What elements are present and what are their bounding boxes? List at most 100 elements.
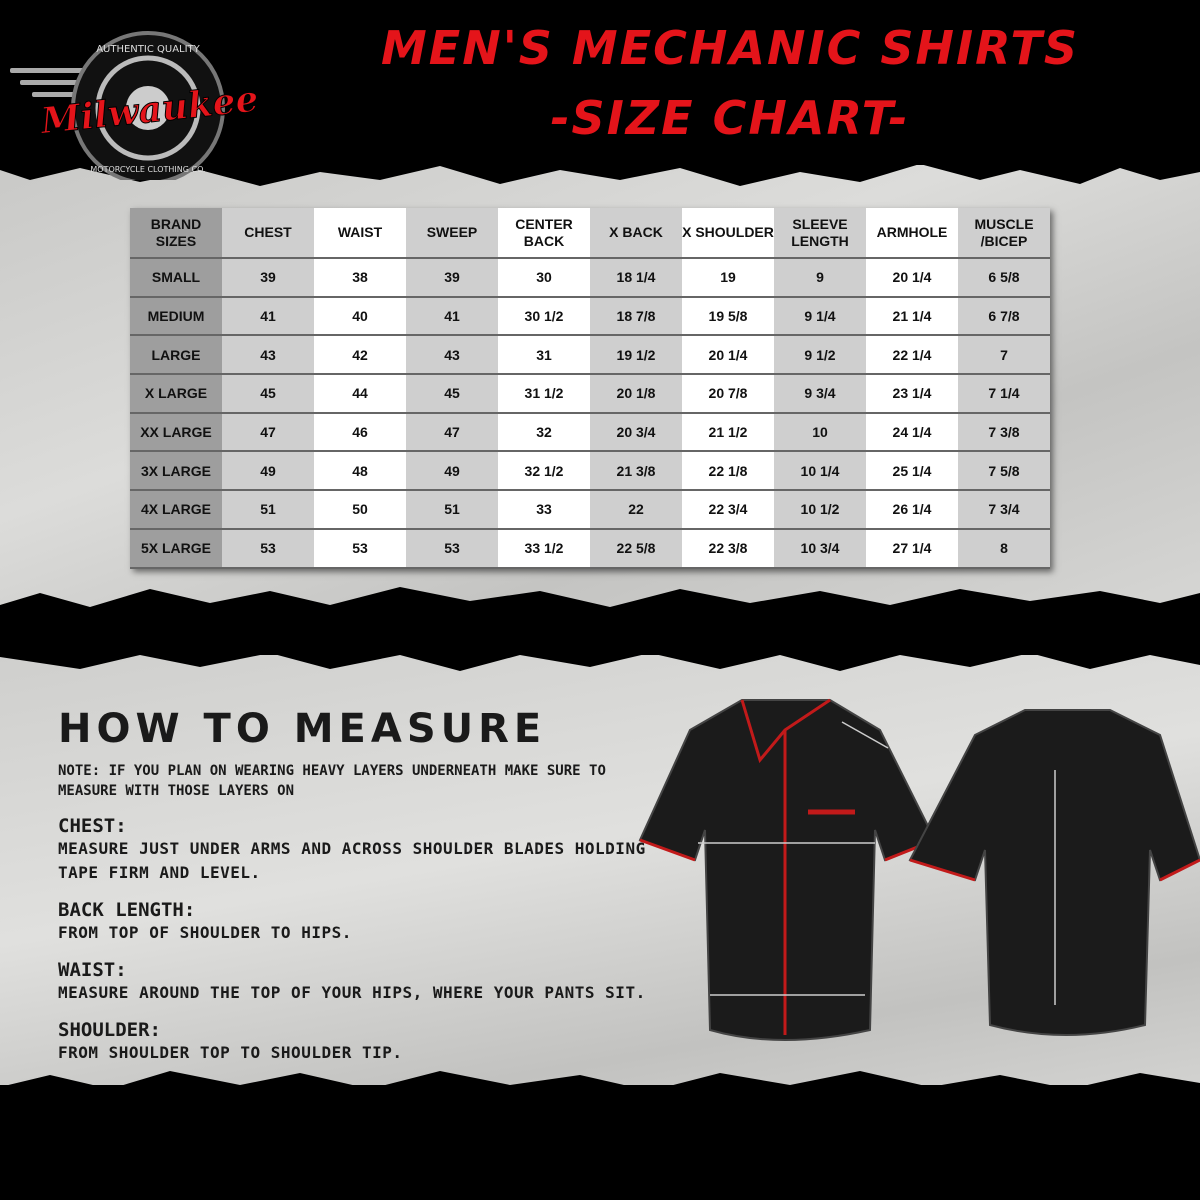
table-row: 4X LARGE 51 50 51 33 22 22 3/4 10 1/2 26 1/4 7 3/…: [130, 490, 1050, 530]
table-cell: 7 5/8: [958, 451, 1050, 492]
size-label: MEDIUM: [130, 296, 222, 337]
shirt-diagram: [638, 698, 1200, 1041]
table-cell: 33 1/2: [498, 528, 590, 569]
torn-edge: [0, 1071, 1200, 1105]
table-cell: 51: [406, 490, 498, 530]
column-header: BRAND SIZES: [130, 208, 222, 259]
table-cell: 53: [222, 528, 314, 569]
size-chart-table: BRAND SIZES CHEST WAIST SWEEP CENTER BAC…: [130, 208, 1050, 569]
table-row: XX LARGE 47 46 47 32 20 3/4 21 1/2 10 24 1/4 7 3/…: [130, 412, 1050, 453]
table-cell: 45: [406, 374, 498, 414]
table-header-row: BRAND SIZES CHEST WAIST SWEEP CENTER BAC…: [130, 208, 1050, 259]
table-cell: 6 5/8: [958, 258, 1050, 298]
table-cell: 9 3/4: [774, 374, 866, 414]
table-cell: 21 3/8: [590, 451, 682, 492]
section-text: FROM TOP OF SHOULDER TO HIPS.: [58, 923, 352, 942]
table-cell: 41: [222, 296, 314, 337]
table-cell: 22 3/8: [682, 528, 774, 569]
section-label: WAIST:: [58, 959, 127, 981]
table-cell: 9 1/4: [774, 296, 866, 337]
column-header: X SHOULDER: [682, 208, 774, 259]
table-cell: 20 1/8: [590, 374, 682, 414]
table-cell: 40: [314, 296, 406, 337]
size-label: 5X LARGE: [130, 528, 222, 569]
table-cell: 49: [222, 451, 314, 492]
table-row: 3X LARGE 49 48 49 32 1/2 21 3/8 22 1/8 10 1/4 25…: [130, 451, 1050, 492]
table-cell: 6 7/8: [958, 296, 1050, 337]
column-header: SLEEVE LENGTH: [774, 208, 866, 259]
table-cell: 19 5/8: [682, 296, 774, 337]
table-cell: 50: [314, 490, 406, 530]
section-shoulder: SHOULDER: FROM SHOULDER TOP TO SHOULDER T…: [58, 1019, 658, 1065]
table-cell: 53: [406, 528, 498, 569]
section-waist: WAIST: MEASURE AROUND THE TOP OF YOUR HIP…: [58, 959, 658, 1005]
table-cell: 20 1/4: [866, 258, 958, 298]
size-label: XX LARGE: [130, 412, 222, 453]
size-label: X LARGE: [130, 374, 222, 414]
table-cell: 33: [498, 490, 590, 530]
table-cell: 24 1/4: [866, 412, 958, 453]
table-cell: 23 1/4: [866, 374, 958, 414]
table-cell: 22 1/4: [866, 335, 958, 376]
shirt-back-icon: [908, 709, 1200, 1036]
table-cell: 10 3/4: [774, 528, 866, 569]
table-cell: 51: [222, 490, 314, 530]
table-cell: 8: [958, 528, 1050, 569]
column-header: WAIST: [314, 208, 406, 259]
table-cell: 47: [222, 412, 314, 453]
table-cell: 10 1/2: [774, 490, 866, 530]
size-label: 4X LARGE: [130, 490, 222, 530]
how-to-measure-title: HOW TO MEASURE: [58, 706, 547, 752]
table-cell: 20 7/8: [682, 374, 774, 414]
column-header: MUSCLE /BICEP: [958, 208, 1050, 259]
how-to-measure: HOW TO MEASURE NOTE: IF YOU PLAN ON WEAR…: [58, 705, 658, 1079]
column-header: ARMHOLE: [866, 208, 958, 259]
table-cell: 9: [774, 258, 866, 298]
table-cell: 43: [406, 335, 498, 376]
milwaukee-logo: AUTHENTIC QUALITY MOTORCYCLE CLOTHING CO…: [10, 20, 270, 185]
table-cell: 10: [774, 412, 866, 453]
shirt-front-icon: [638, 698, 937, 1041]
table-cell: 39: [222, 258, 314, 298]
table-cell: 39: [406, 258, 498, 298]
table-cell: 45: [222, 374, 314, 414]
section-label: CHEST:: [58, 815, 127, 837]
table-cell: 32: [498, 412, 590, 453]
column-header: SWEEP: [406, 208, 498, 259]
table-cell: 32 1/2: [498, 451, 590, 492]
table-cell: 22 1/8: [682, 451, 774, 492]
column-header: X BACK: [590, 208, 682, 259]
table-cell: 48: [314, 451, 406, 492]
table-cell: 22 5/8: [590, 528, 682, 569]
table-cell: 47: [406, 412, 498, 453]
column-header: CHEST: [222, 208, 314, 259]
table-cell: 22: [590, 490, 682, 530]
section-label: BACK LENGTH:: [58, 899, 196, 921]
table-cell: 7 3/8: [958, 412, 1050, 453]
table-cell: 25 1/4: [866, 451, 958, 492]
table-row: 5X LARGE 53 53 53 33 1/2 22 5/8 22 3/8 10 3/4 27…: [130, 528, 1050, 569]
table-cell: 31: [498, 335, 590, 376]
table-cell: 22 3/4: [682, 490, 774, 530]
torn-edge: [0, 587, 1200, 671]
section-text: MEASURE JUST UNDER ARMS AND ACROSS SHOUL…: [58, 839, 646, 882]
section-text: FROM SHOULDER TOP TO SHOULDER TIP.: [58, 1043, 403, 1062]
table-row: MEDIUM 41 40 41 30 1/2 18 7/8 19 5/8 9 1/4 21 1/…: [130, 296, 1050, 337]
table-cell: 38: [314, 258, 406, 298]
table-cell: 18 7/8: [590, 296, 682, 337]
svg-text:MOTORCYCLE CLOTHING CO.: MOTORCYCLE CLOTHING CO.: [90, 165, 205, 174]
size-label: SMALL: [130, 258, 222, 298]
table-cell: 49: [406, 451, 498, 492]
table-cell: 43: [222, 335, 314, 376]
page-subtitle: -SIZE CHART-: [550, 91, 910, 145]
table-cell: 44: [314, 374, 406, 414]
table-cell: 20 1/4: [682, 335, 774, 376]
table-cell: 19: [682, 258, 774, 298]
svg-text:AUTHENTIC QUALITY: AUTHENTIC QUALITY: [96, 44, 200, 55]
table-cell: 41: [406, 296, 498, 337]
table-cell: 9 1/2: [774, 335, 866, 376]
table-cell: 31 1/2: [498, 374, 590, 414]
table-cell: 26 1/4: [866, 490, 958, 530]
table-cell: 21 1/2: [682, 412, 774, 453]
table-cell: 46: [314, 412, 406, 453]
